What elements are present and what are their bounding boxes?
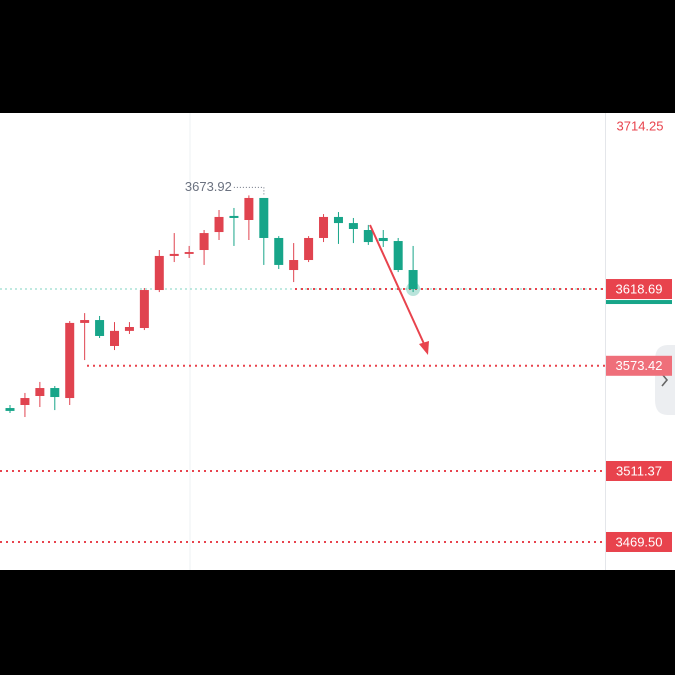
scroll-arrow[interactable] xyxy=(661,373,669,387)
high-annotation: 3673.92 xyxy=(185,179,232,194)
current-price-dot xyxy=(406,282,421,297)
candle-body xyxy=(319,216,329,238)
candle-body xyxy=(184,252,194,254)
candle-body xyxy=(139,290,149,329)
candle-body xyxy=(95,320,105,336)
price-label-box xyxy=(606,460,672,481)
price-label: 3573.42 xyxy=(616,358,663,373)
candle-body xyxy=(20,398,30,405)
candle-body xyxy=(5,408,15,411)
high-connector xyxy=(233,186,265,196)
candle-body xyxy=(50,388,60,398)
candle-body xyxy=(393,241,403,271)
candle-body xyxy=(259,197,269,238)
candle-body xyxy=(378,237,388,242)
candle-body xyxy=(65,322,75,399)
candle-body xyxy=(214,216,224,233)
candle-body xyxy=(363,230,373,243)
candle-body xyxy=(333,216,343,224)
candle-body xyxy=(274,237,284,265)
y-tick-label: 3714.25 xyxy=(617,118,664,133)
chart-background xyxy=(0,113,675,570)
candle-body xyxy=(110,330,120,346)
scroll-tab[interactable] xyxy=(655,345,675,415)
candle-body xyxy=(304,237,314,261)
candle-body xyxy=(289,260,299,271)
price-label-box xyxy=(606,531,672,552)
candle-body xyxy=(80,320,90,323)
trend-arrow xyxy=(369,224,426,347)
candle-body xyxy=(408,270,418,290)
current-price-strip xyxy=(606,300,672,305)
candle-body xyxy=(154,255,164,291)
candle-body xyxy=(348,223,358,229)
price-label-box xyxy=(606,355,672,376)
candle-body xyxy=(199,233,209,251)
candle-body xyxy=(124,326,134,331)
trend-arrow-head xyxy=(419,341,429,355)
candle-body xyxy=(244,197,254,221)
price-label: 3511.37 xyxy=(616,463,662,478)
price-label: 3469.50 xyxy=(616,534,663,549)
price-label: 3618.69 xyxy=(616,281,663,296)
candle-body xyxy=(35,388,45,397)
candle-body xyxy=(169,253,179,256)
price-label-box xyxy=(606,279,672,300)
candle-body xyxy=(229,215,239,218)
